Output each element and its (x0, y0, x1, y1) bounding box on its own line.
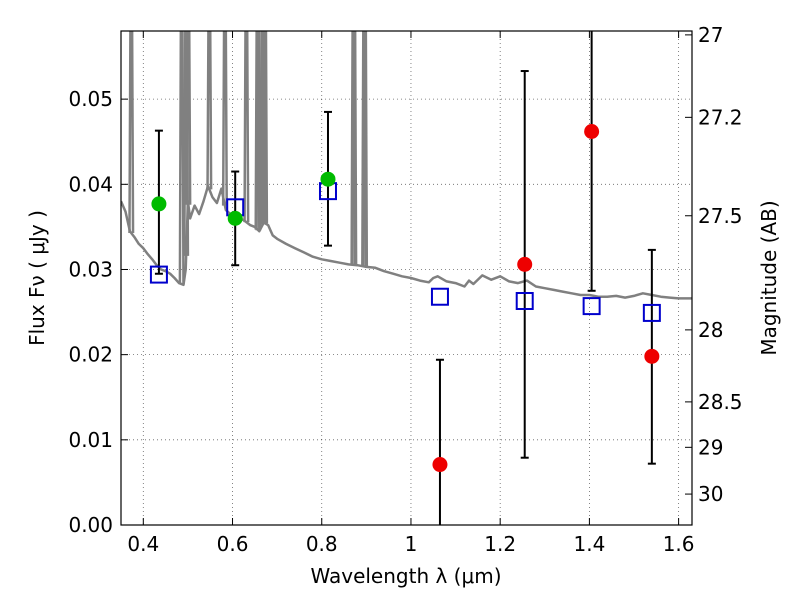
emission-line (243, 31, 250, 223)
model-photometry-marker (515, 291, 534, 310)
model-photometry-marker (430, 287, 449, 306)
y-tick-label: 0.01 (68, 428, 113, 452)
x-tick-label: 1.2 (484, 532, 516, 556)
detection-point (151, 196, 167, 212)
detection-point (227, 210, 243, 226)
emission-line (206, 31, 213, 190)
model-spectrum-line (121, 184, 692, 300)
mag-tick-label: 28 (698, 318, 723, 342)
emission-line (185, 31, 192, 205)
model-photometry-marker (582, 297, 601, 316)
y-tick-label: 0.00 (68, 513, 113, 537)
mag-tick-label: 30 (698, 482, 723, 506)
plot-area (121, 31, 692, 525)
y-tick-label: 0.05 (68, 87, 113, 111)
x-tick-label: 1 (405, 532, 418, 556)
emission-line (255, 31, 262, 231)
mag-tick-label: 27.5 (698, 204, 743, 228)
mag-tick-label: 27.2 (698, 105, 743, 129)
nondetection-point (517, 256, 533, 272)
emission-line (361, 31, 369, 267)
nondetection-point (432, 457, 448, 473)
mag-tick-label: 29 (698, 435, 723, 459)
emission-line (262, 31, 269, 224)
y-axis-label-right: Magnitude (AB) (757, 200, 781, 355)
model-photometry-marker (149, 265, 168, 284)
plot-frame (120, 30, 693, 526)
y-tick-label: 0.04 (68, 172, 113, 196)
y-tick-label: 0.02 (68, 343, 113, 367)
nondetection-point (644, 348, 660, 364)
x-tick-label: 1.4 (573, 532, 605, 556)
y-axis-label-left: Flux Fν ( μJy ) (25, 210, 49, 346)
mag-tick-label: 27 (698, 23, 723, 47)
nondetection-point (584, 124, 600, 140)
emission-line (128, 31, 135, 233)
x-axis-label: Wavelength λ (μm) (310, 564, 501, 588)
x-tick-label: 0.6 (217, 532, 249, 556)
emission-line (351, 31, 358, 265)
detection-point (320, 171, 336, 187)
model-photometry-marker (642, 303, 661, 322)
y-tick-label: 0.03 (68, 257, 113, 281)
x-tick-label: 0.8 (306, 532, 338, 556)
x-tick-label: 0.4 (127, 532, 159, 556)
emission-line (221, 31, 228, 206)
x-tick-label: 1.6 (663, 532, 695, 556)
emission-line (178, 31, 185, 285)
axes: 0.4 0.6 0.8 1 1.2 1.4 1.6 0.00 0.01 0.02 0.03 0.04 0… (68, 23, 742, 556)
mag-tick-label: 28.5 (698, 390, 743, 414)
